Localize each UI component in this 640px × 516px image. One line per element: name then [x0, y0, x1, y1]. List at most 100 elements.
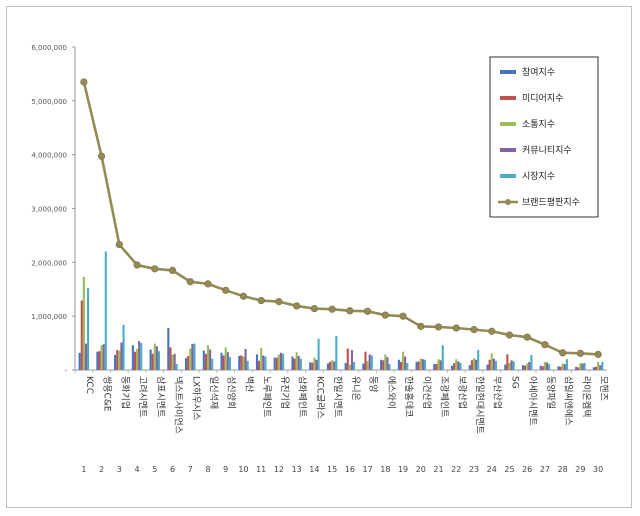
line-point: [488, 327, 496, 335]
bar: [433, 364, 436, 370]
line-point: [204, 280, 212, 288]
x-category-label: 유진기업: [279, 376, 290, 409]
line-point: [97, 152, 106, 160]
bar: [417, 361, 420, 370]
bar: [404, 356, 407, 370]
bar: [315, 359, 318, 370]
bar: [311, 362, 314, 370]
x-index-label: 19: [398, 465, 408, 474]
x-index-label: 3: [117, 465, 122, 474]
bar: [494, 360, 497, 370]
bar: [399, 361, 403, 370]
line-point: [151, 265, 159, 273]
bar: [153, 343, 156, 370]
line-point: [434, 323, 443, 331]
bar: [96, 351, 99, 370]
line-point: [594, 350, 602, 358]
bar: [255, 354, 259, 370]
bar: [490, 353, 493, 370]
bar: [122, 324, 125, 370]
bar: [504, 364, 507, 370]
bar: [419, 358, 422, 370]
line-point: [310, 305, 319, 313]
bar: [530, 354, 533, 370]
bar: [457, 361, 460, 370]
bar: [138, 340, 141, 370]
legend-swatch: [500, 70, 516, 74]
x-category-label: 노루페인트: [261, 376, 272, 417]
bar: [388, 364, 391, 370]
bar: [191, 344, 194, 370]
x-category-label: 삼화페인트: [297, 376, 308, 417]
bar: [539, 365, 542, 370]
bar: [559, 366, 562, 370]
bar: [557, 366, 560, 370]
bar: [524, 365, 527, 370]
bar: [98, 351, 101, 370]
bar: [309, 362, 312, 370]
bar: [293, 358, 296, 370]
bar: [370, 355, 373, 370]
bar: [264, 356, 267, 370]
x-index-label: 27: [540, 465, 550, 474]
x-category-label: 삼표시멘트: [155, 376, 166, 417]
bar: [206, 345, 210, 370]
bar: [348, 364, 351, 370]
bar: [262, 355, 265, 370]
bar: [167, 328, 170, 370]
x-index-label: 2: [99, 465, 104, 474]
x-category-label: 아세아시멘트: [527, 376, 538, 426]
bar: [486, 364, 489, 370]
y-tick-label: 1,000,000: [31, 313, 67, 321]
bar: [579, 363, 582, 370]
x-category-label: 동양: [368, 376, 379, 393]
x-category-label: 한일시멘트: [332, 376, 343, 417]
x-index-label: 4: [135, 465, 140, 474]
x-index-label: 5: [152, 465, 157, 474]
bar: [402, 351, 405, 370]
y-tick-label: 6,000,000: [31, 44, 67, 52]
bar: [601, 361, 604, 370]
legend-label: 참여지수: [522, 66, 555, 78]
bar: [279, 352, 283, 370]
line-point: [452, 324, 460, 332]
bar: [543, 361, 546, 370]
bar: [380, 359, 383, 370]
line-point: [523, 333, 531, 341]
bar: [421, 359, 424, 370]
bar: [506, 354, 509, 370]
bar: [282, 353, 285, 370]
bar: [397, 359, 400, 370]
bar: [415, 361, 418, 370]
x-category-label: 고려시멘트: [137, 376, 148, 417]
legend-swatch-marker: [505, 199, 511, 205]
bar: [204, 353, 207, 370]
bar: [575, 366, 578, 370]
x-category-label: 보광산업: [456, 376, 468, 409]
x-category-label: 쌍용C&E: [102, 376, 113, 412]
bar: [451, 365, 454, 370]
bar: [171, 354, 174, 370]
line-point: [346, 307, 354, 315]
bar: [335, 336, 338, 370]
x-index-label: 29: [575, 465, 585, 474]
bar: [193, 343, 196, 370]
bar: [173, 353, 176, 370]
legend-label: 미디어지수: [522, 93, 563, 104]
bar: [295, 352, 298, 370]
bar: [133, 351, 137, 370]
x-index-label: 8: [205, 465, 210, 474]
bar: [175, 364, 178, 370]
bar: [597, 361, 600, 370]
x-category-label: SG: [509, 376, 519, 389]
bar: [441, 345, 444, 370]
x-index-label: 26: [522, 465, 532, 474]
x-index-label: 18: [380, 465, 390, 474]
bar: [87, 288, 90, 370]
bar: [477, 350, 480, 370]
x-index-label: 28: [558, 465, 568, 474]
bar: [561, 363, 564, 370]
bar: [528, 361, 531, 370]
bar: [521, 365, 525, 370]
x-category-label: KCC: [84, 376, 94, 394]
